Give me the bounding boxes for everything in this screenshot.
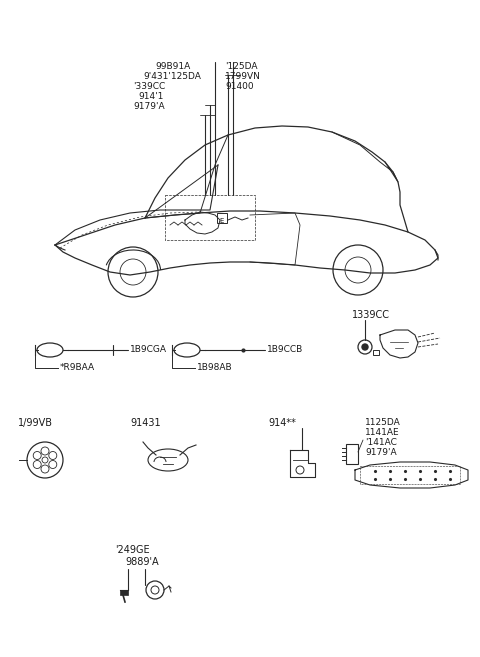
Text: E: E [220, 218, 224, 224]
Text: 9179'A: 9179'A [133, 102, 165, 111]
Text: '339CC: '339CC [133, 82, 165, 91]
Text: 1/99VB: 1/99VB [18, 418, 53, 428]
Text: 1B9CCB: 1B9CCB [267, 346, 303, 355]
Text: 1799VN: 1799VN [225, 72, 261, 81]
Text: 9'431'125DA: 9'431'125DA [143, 72, 201, 81]
Circle shape [362, 344, 368, 350]
Text: '249GE: '249GE [115, 545, 150, 555]
Text: 1141AE: 1141AE [365, 428, 400, 437]
Bar [165, 195, 255, 240]
Text: 914'1: 914'1 [138, 92, 163, 101]
Text: 91400: 91400 [225, 82, 253, 91]
Text: *R9BAA: *R9BAA [60, 363, 95, 373]
Text: 1339CC: 1339CC [352, 310, 390, 320]
Text: '125DA: '125DA [225, 62, 257, 71]
Bar [120, 590, 128, 595]
Bar [346, 444, 358, 464]
Text: 9889'A: 9889'A [125, 557, 158, 567]
Text: '141AC: '141AC [365, 438, 397, 447]
Text: 9179'A: 9179'A [365, 448, 396, 457]
Text: 91431: 91431 [130, 418, 161, 428]
Text: 1B9CGA: 1B9CGA [130, 346, 167, 355]
Text: 99B91A: 99B91A [155, 62, 190, 71]
Text: 914**: 914** [268, 418, 296, 428]
Text: 1B98AB: 1B98AB [197, 363, 233, 373]
Bar [360, 466, 460, 484]
Bar [373, 350, 379, 355]
Bar [217, 213, 227, 223]
Text: 1125DA: 1125DA [365, 418, 401, 427]
